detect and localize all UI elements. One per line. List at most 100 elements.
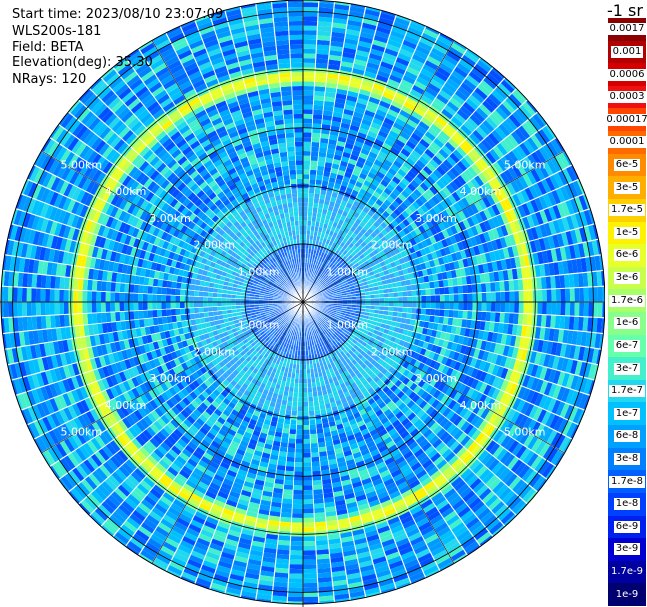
range-gate <box>405 97 418 107</box>
range-gate <box>320 133 330 139</box>
range-gate <box>330 45 343 52</box>
range-gate <box>429 259 436 268</box>
range-gate <box>340 160 348 168</box>
range-gate <box>303 466 312 472</box>
range-gate <box>332 158 341 165</box>
range-gate <box>383 293 389 298</box>
range-gate <box>376 277 382 282</box>
range-gate <box>579 302 585 317</box>
range-gate <box>546 159 558 174</box>
range-gate <box>383 159 393 168</box>
range-gate <box>466 216 475 227</box>
range-gate <box>434 70 449 82</box>
range-gate <box>354 247 360 254</box>
range-gate <box>479 58 493 69</box>
range-gate <box>437 66 451 78</box>
range-gate <box>470 148 482 160</box>
range-gate <box>350 77 363 85</box>
range-gate <box>319 246 324 253</box>
range-gate <box>449 181 459 192</box>
range-gate <box>445 183 455 194</box>
range-gate <box>310 283 314 288</box>
range-gate <box>289 573 303 579</box>
range-gate <box>423 165 433 176</box>
range-gate <box>348 283 354 287</box>
range-gate <box>306 234 310 240</box>
range-gate <box>393 306 399 312</box>
range-gate <box>444 263 451 272</box>
range-gate <box>338 165 347 172</box>
range-gate <box>308 406 315 411</box>
range-gate <box>444 54 459 66</box>
range-gate <box>377 104 389 113</box>
range-gate <box>569 288 575 302</box>
range-gate <box>337 245 343 252</box>
range-gate <box>288 438 296 444</box>
range-gate <box>494 281 501 292</box>
range-gate <box>314 86 326 92</box>
range-gate <box>311 452 319 458</box>
range-gate <box>452 149 464 161</box>
range-gate <box>517 205 527 218</box>
range-gate <box>495 302 501 312</box>
range-gate <box>538 238 546 251</box>
range-gate <box>406 313 412 319</box>
range-gate <box>312 211 317 218</box>
range-gate <box>354 106 366 115</box>
range-gate <box>316 255 321 261</box>
range-gate <box>356 97 368 106</box>
range-gate <box>303 206 308 212</box>
range-gate <box>371 44 385 53</box>
range-gate <box>361 184 369 192</box>
range-gate <box>355 265 362 271</box>
range-gate <box>562 151 572 166</box>
range-gate <box>404 186 413 195</box>
range-gate <box>384 226 392 234</box>
range-gate <box>405 240 413 248</box>
range-gate <box>340 122 351 130</box>
range-gate <box>365 254 372 261</box>
range-gate <box>322 294 328 297</box>
range-gate <box>410 284 417 291</box>
range-gate <box>401 210 410 219</box>
range-gate <box>543 144 555 159</box>
range-gate <box>530 199 540 213</box>
range-gate <box>463 183 473 195</box>
range-gate <box>475 126 488 139</box>
range-gate <box>418 195 428 204</box>
range-gate <box>334 249 340 255</box>
ray-gap <box>302 111 538 303</box>
range-gate <box>329 54 342 61</box>
range-gate <box>303 513 314 518</box>
range-gate <box>292 396 298 402</box>
range-gate <box>491 261 498 272</box>
range-gate <box>332 253 337 259</box>
range-gate <box>314 188 321 195</box>
range-gate <box>339 286 345 290</box>
range-gate <box>317 165 325 172</box>
range-gate <box>550 139 563 154</box>
range-gate <box>323 284 329 288</box>
range-gate <box>345 99 357 107</box>
range-gate <box>429 51 444 63</box>
range-gate <box>339 253 345 259</box>
range-gate <box>430 288 436 296</box>
range-gate <box>353 185 361 193</box>
range-gate <box>348 262 354 268</box>
range-gate <box>309 179 316 185</box>
range-gate <box>411 150 422 160</box>
range-gate <box>379 302 385 307</box>
range-gate <box>330 41 344 48</box>
range-gate <box>319 261 323 267</box>
range-gate <box>341 156 350 163</box>
range-gate <box>326 291 332 295</box>
range-gate <box>309 282 313 288</box>
range-gate <box>457 199 466 210</box>
range-gate <box>334 202 341 209</box>
range-gate <box>425 229 434 238</box>
range-gate <box>308 244 312 250</box>
range-gate <box>465 238 473 248</box>
range-gate <box>494 312 501 323</box>
range-gate <box>449 74 463 86</box>
range-gate <box>469 114 482 126</box>
